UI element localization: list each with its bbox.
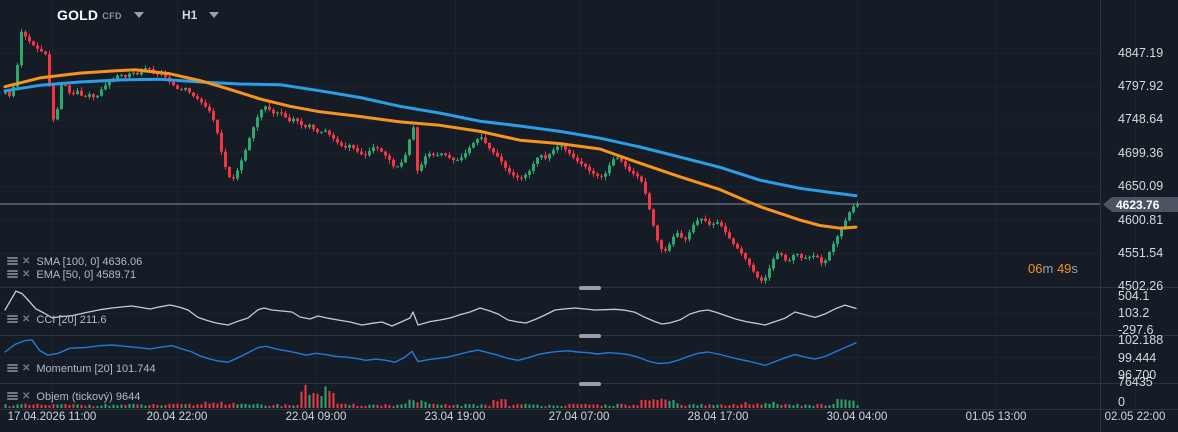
- time-axis-label: 17.04.2026 11:00: [7, 411, 97, 423]
- price-tick-label: 4748.64: [1118, 112, 1164, 127]
- pane-resize-handle[interactable]: [579, 285, 601, 290]
- timeframe-selector[interactable]: H1: [181, 8, 198, 22]
- symbol-chevron-down-icon[interactable]: [133, 12, 144, 18]
- current-price-badge: 4623.76: [1103, 197, 1178, 212]
- countdown-minutes: 06: [1028, 261, 1043, 276]
- price-tick-label: 4699.36: [1118, 145, 1164, 160]
- cci-scale-label: 504.1: [1118, 289, 1150, 303]
- indicator-settings-icon[interactable]: [7, 270, 18, 279]
- countdown-minutes-unit: m: [1042, 261, 1054, 276]
- time-axis-label: 23.04 19:00: [424, 411, 486, 423]
- price-tick-label: 4797.92: [1118, 79, 1164, 94]
- sma-indicator-label: SMA [100, 0] 4636.06: [36, 255, 143, 268]
- momentum-scale-label: 96.700: [1118, 368, 1157, 382]
- price-tick-label: 4650.09: [1118, 179, 1164, 194]
- legend-row-ema: ✕ EMA [50, 0] 4589.71: [7, 268, 136, 281]
- price-tick-label: 4502.26: [1118, 279, 1164, 294]
- countdown-seconds: 49: [1056, 261, 1072, 276]
- cci-scale-label: 103.2: [1118, 306, 1150, 320]
- countdown-seconds-unit: s: [1071, 261, 1078, 276]
- volume-indicator-label: Objem (tickový) 9644: [36, 390, 141, 403]
- price-tick-label: 4847.19: [1118, 45, 1164, 60]
- ema-indicator-label: EMA [50, 0] 4589.71: [36, 268, 137, 281]
- indicator-close-icon[interactable]: ✕: [22, 255, 31, 267]
- indicator-settings-icon[interactable]: [7, 315, 18, 324]
- legend-row-cci: ✕ CCI [20] 211.6: [7, 313, 107, 326]
- volume-scale-label: 0: [1118, 395, 1125, 409]
- legend-row-momentum: ✕ Momentum [20] 101.744: [7, 362, 156, 375]
- time-axis-label: 22.04 09:00: [285, 411, 347, 423]
- legend-row-volume: ✕ Objem (tickový) 9644: [7, 390, 140, 403]
- instrument-type-badge: CFD: [102, 11, 122, 21]
- symbol-name[interactable]: GOLD: [57, 7, 99, 23]
- indicator-close-icon[interactable]: ✕: [22, 268, 31, 280]
- time-axis-label: 30.04 04:00: [826, 411, 888, 423]
- cci-indicator-label: CCI [20] 211.6: [36, 313, 107, 326]
- time-axis-label: 28.04 17:00: [687, 411, 749, 423]
- time-axis-label: 01.05 13:00: [965, 411, 1027, 423]
- price-tick-label: 4600.81: [1118, 212, 1164, 227]
- current-price-value: 4623.76: [1116, 197, 1160, 212]
- cci-scale-label: -297.6: [1118, 322, 1154, 337]
- time-axis-label: 02.05 22:00: [1104, 411, 1166, 423]
- indicator-close-icon[interactable]: ✕: [22, 390, 31, 402]
- price-tick-label: 4551.54: [1118, 245, 1164, 260]
- chart-header: GOLD CFD H1: [0, 0, 1100, 30]
- indicator-settings-icon[interactable]: [7, 257, 18, 266]
- legend-row-sma: ✕ SMA [100, 0] 4636.06: [7, 255, 142, 268]
- pane-resize-handle[interactable]: [579, 381, 601, 386]
- indicator-close-icon[interactable]: ✕: [22, 313, 31, 325]
- pane-resize-handle[interactable]: [579, 333, 601, 338]
- timeframe-chevron-down-icon[interactable]: [209, 12, 220, 18]
- indicator-close-icon[interactable]: ✕: [22, 362, 31, 374]
- volume-scale-label: 76435: [1118, 374, 1153, 389]
- momentum-scale-label: 102.188: [1118, 333, 1164, 347]
- indicator-settings-icon[interactable]: [7, 364, 18, 373]
- time-axis-label: 27.04 07:00: [548, 411, 610, 423]
- momentum-indicator-label: Momentum [20] 101.744: [36, 362, 156, 375]
- time-axis-label: 20.04 22:00: [146, 411, 208, 423]
- momentum-scale-label: 99.444: [1118, 350, 1157, 365]
- indicator-settings-icon[interactable]: [7, 392, 18, 401]
- candle-countdown-timer: 06m 49s: [1028, 261, 1078, 276]
